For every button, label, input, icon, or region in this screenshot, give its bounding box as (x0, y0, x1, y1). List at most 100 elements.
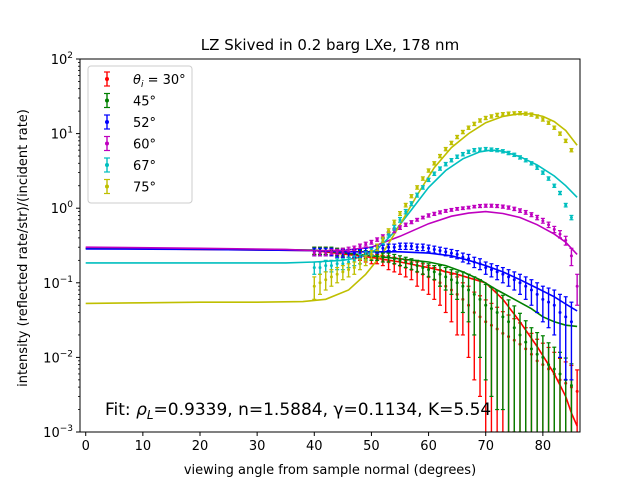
data-point (489, 263, 494, 278)
data-point (380, 252, 385, 263)
data-point (472, 204, 477, 209)
data-point (523, 111, 528, 116)
data-point (375, 243, 380, 252)
data-point (392, 224, 397, 231)
data-point (312, 276, 317, 300)
data-point (318, 250, 322, 257)
data-point (409, 220, 414, 225)
x-axis: 0 10 20 30 40 50 60 70 80 (82, 432, 551, 454)
data-point (495, 265, 500, 281)
y-axis: 10−3 10−2 10−1 100 101 102 (43, 51, 80, 441)
data-point (455, 250, 460, 260)
data-point (398, 211, 402, 217)
data-point (409, 242, 414, 251)
data-point (523, 158, 528, 163)
data-point (415, 243, 420, 252)
data-point (512, 305, 517, 432)
data-point (546, 120, 551, 125)
data-point (483, 203, 488, 208)
data-point (466, 253, 471, 265)
data-point (512, 206, 517, 212)
data-point (449, 269, 454, 295)
chart-title: LZ Skived in 0.2 barg LXe, 178 nm (201, 36, 459, 54)
data-point (455, 154, 460, 160)
data-point (460, 252, 465, 263)
series-3 (312, 203, 580, 306)
data-point (518, 155, 522, 160)
data-point (466, 125, 471, 130)
legend-entry: 67° (104, 157, 156, 174)
fit-rho: ρ (136, 400, 147, 420)
data-point (512, 271, 517, 291)
data-point (569, 301, 574, 381)
data-point (529, 279, 534, 306)
data-point (432, 171, 437, 177)
data-point (552, 225, 557, 234)
data-point (546, 342, 551, 432)
data-point (523, 209, 528, 215)
data-point (478, 118, 482, 123)
data-point (569, 247, 574, 267)
x-tick-label: 30 (249, 439, 266, 454)
legend-label: θi = 30° (133, 73, 186, 90)
x-tick-label: 10 (135, 439, 152, 454)
data-point (420, 215, 425, 220)
data-point (540, 117, 545, 122)
fit-line-3 (85, 210, 578, 255)
data-point (398, 225, 402, 230)
data-point (335, 248, 340, 256)
data-point (535, 282, 540, 314)
data-point (563, 235, 568, 246)
data-point (403, 222, 408, 228)
data-point (340, 247, 345, 254)
data-point (552, 125, 557, 130)
data-point (460, 271, 465, 314)
legend-label: 75° (133, 181, 156, 196)
data-point (460, 206, 465, 211)
data-point (563, 296, 568, 381)
fit-annotation: Fit: ρL=0.9339, n=1.5884, γ=0.1134, K=5.… (105, 400, 491, 422)
data-point (392, 253, 397, 265)
data-point (472, 147, 477, 153)
data-point (472, 121, 477, 127)
data-point (443, 146, 448, 152)
data-point (575, 369, 580, 432)
data-point (420, 261, 425, 275)
data-point (432, 245, 437, 254)
data-point (558, 293, 562, 358)
data-point (489, 147, 494, 152)
data-point (552, 346, 557, 432)
data-point (540, 217, 545, 224)
data-point (403, 202, 408, 208)
data-points (312, 111, 580, 432)
data-point (443, 247, 448, 257)
data-point (449, 207, 454, 212)
data-point (506, 150, 511, 156)
data-point (415, 185, 420, 190)
legend-entry: θi = 30° (104, 71, 186, 90)
x-tick-label: 70 (477, 439, 494, 454)
data-point (529, 161, 534, 166)
data-point (495, 147, 500, 153)
data-point (500, 112, 505, 117)
data-point (558, 131, 562, 136)
data-point (569, 147, 574, 153)
data-point (420, 185, 425, 190)
data-point (460, 129, 465, 135)
data-point (558, 190, 562, 196)
data-point (506, 269, 511, 287)
x-tick-label: 40 (306, 439, 323, 454)
data-point (546, 287, 551, 329)
data-point (403, 242, 408, 251)
data-point (392, 219, 397, 225)
data-point (483, 115, 488, 121)
series-2 (312, 242, 574, 381)
data-point (563, 202, 568, 208)
data-point (518, 208, 522, 213)
fit-prefix: Fit: (105, 400, 136, 420)
data-point (540, 170, 545, 175)
fit-rest: =0.9339, n=1.5884, γ=0.1134, K=5.54 (154, 400, 492, 420)
data-point (329, 269, 334, 287)
data-point (318, 273, 322, 295)
